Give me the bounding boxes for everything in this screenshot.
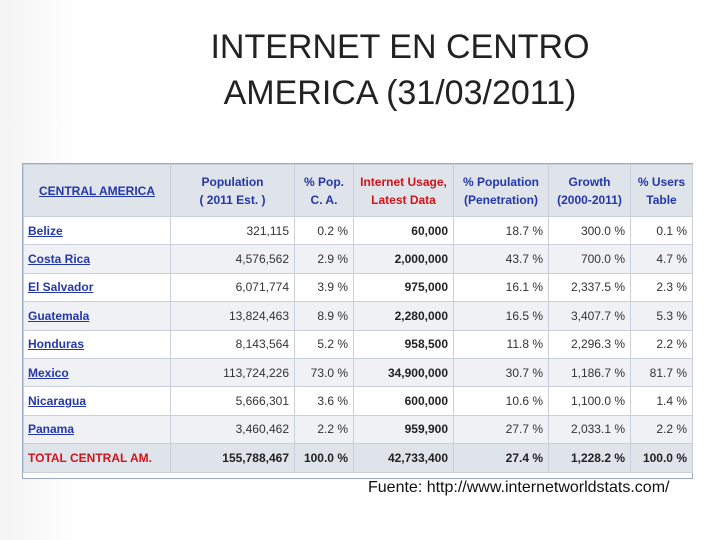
growth-cell: 700.0 % [548, 244, 631, 274]
table-row: Honduras 8,143,564 5.2 % 958,500 11.8 % … [23, 329, 693, 359]
header-pct-users: % Users Table [630, 164, 693, 217]
population-cell: 8,143,564 [170, 329, 295, 359]
total-penetration-cell: 27.4 % [453, 443, 549, 473]
growth-cell: 2,296.3 % [548, 329, 631, 359]
growth-cell: 1,186.7 % [548, 357, 631, 388]
header-internet-usage: Internet Usage, Latest Data [353, 164, 454, 217]
slide-title: INTERNET EN CENTRO AMERICA (31/03/2011) [160, 24, 640, 116]
total-label: TOTAL CENTRAL AM. [23, 443, 171, 473]
country-link[interactable]: Guatemala [23, 301, 171, 331]
internet-stats-table-container: CENTRAL AMERICA Population( 2011 Est. ) … [22, 163, 693, 479]
penetration-cell: 10.6 % [453, 386, 549, 416]
country-link[interactable]: Panama [23, 414, 171, 445]
pct-users-cell: 5.3 % [630, 301, 693, 331]
penetration-cell: 18.7 % [453, 215, 549, 246]
country-link[interactable]: Costa Rica [23, 244, 171, 274]
growth-cell: 3,407.7 % [548, 301, 631, 331]
country-link[interactable]: El Salvador [23, 272, 171, 303]
pct-users-cell: 2.2 % [630, 329, 693, 359]
header-central-america: CENTRAL AMERICA [23, 164, 171, 217]
penetration-cell: 30.7 % [453, 357, 549, 388]
table-row: Nicaragua 5,666,301 3.6 % 600,000 10.6 %… [23, 386, 693, 416]
pct-pop-cell: 2.2 % [294, 414, 354, 445]
pct-pop-cell: 0.2 % [294, 215, 354, 246]
table-row: Mexico 113,724,226 73.0 % 34,900,000 30.… [23, 357, 693, 388]
pct-users-cell: 1.4 % [630, 386, 693, 416]
total-pct-users-cell: 100.0 % [630, 443, 693, 473]
pct-users-cell: 0.1 % [630, 215, 693, 246]
table-row: Guatemala 13,824,463 8.9 % 2,280,000 16.… [23, 301, 693, 331]
penetration-cell: 11.8 % [453, 329, 549, 359]
penetration-cell: 27.7 % [453, 414, 549, 445]
header-growth: Growth (2000-2011) [548, 164, 631, 217]
header-penetration: % Population (Penetration) [453, 164, 549, 217]
title-line-1: INTERNET EN CENTRO [210, 28, 590, 66]
internet-usage-cell: 60,000 [353, 215, 454, 246]
growth-cell: 1,100.0 % [548, 386, 631, 416]
internet-stats-table: CENTRAL AMERICA Population( 2011 Est. ) … [23, 164, 693, 473]
header-pct-pop: % Pop. C. A. [294, 164, 354, 217]
table-row: Panama 3,460,462 2.2 % 959,900 27.7 % 2,… [23, 414, 693, 445]
country-link[interactable]: Honduras [23, 329, 171, 359]
pct-pop-cell: 3.9 % [294, 272, 354, 303]
growth-cell: 300.0 % [548, 215, 631, 246]
pct-pop-cell: 73.0 % [294, 357, 354, 388]
penetration-cell: 43.7 % [453, 244, 549, 274]
internet-usage-cell: 959,900 [353, 414, 454, 445]
table-row: Costa Rica 4,576,562 2.9 % 2,000,000 43.… [23, 244, 693, 274]
internet-usage-cell: 958,500 [353, 329, 454, 359]
pct-pop-cell: 5.2 % [294, 329, 354, 359]
population-cell: 5,666,301 [170, 386, 295, 416]
pct-users-cell: 2.2 % [630, 414, 693, 445]
population-cell: 13,824,463 [170, 301, 295, 331]
table-header-row: CENTRAL AMERICA Population( 2011 Est. ) … [23, 164, 693, 217]
table-row: Belize 321,115 0.2 % 60,000 18.7 % 300.0… [23, 215, 693, 246]
country-link[interactable]: Nicaragua [23, 386, 171, 416]
population-cell: 321,115 [170, 215, 295, 246]
total-pct-pop-cell: 100.0 % [294, 443, 354, 473]
population-cell: 3,460,462 [170, 414, 295, 445]
pct-users-cell: 2.3 % [630, 272, 693, 303]
internet-usage-cell: 2,000,000 [353, 244, 454, 274]
population-cell: 113,724,226 [170, 357, 295, 388]
internet-usage-cell: 34,900,000 [353, 357, 454, 388]
total-internet-usage-cell: 42,733,400 [353, 443, 454, 473]
table-total-row: TOTAL CENTRAL AM. 155,788,467 100.0 % 42… [23, 443, 693, 473]
penetration-cell: 16.1 % [453, 272, 549, 303]
penetration-cell: 16.5 % [453, 301, 549, 331]
source-caption: Fuente: http://www.internetworldstats.co… [368, 479, 670, 496]
pct-pop-cell: 3.6 % [294, 386, 354, 416]
population-cell: 6,071,774 [170, 272, 295, 303]
internet-usage-cell: 600,000 [353, 386, 454, 416]
total-population-cell: 155,788,467 [170, 443, 295, 473]
pct-pop-cell: 2.9 % [294, 244, 354, 274]
internet-usage-cell: 2,280,000 [353, 301, 454, 331]
title-line-2: AMERICA (31/03/2011) [223, 74, 577, 112]
table-row: El Salvador 6,071,774 3.9 % 975,000 16.1… [23, 272, 693, 303]
country-link[interactable]: Belize [23, 215, 171, 246]
growth-cell: 2,337.5 % [548, 272, 631, 303]
internet-usage-cell: 975,000 [353, 272, 454, 303]
growth-cell: 2,033.1 % [548, 414, 631, 445]
total-growth-cell: 1,228.2 % [548, 443, 631, 473]
pct-users-cell: 4.7 % [630, 244, 693, 274]
pct-users-cell: 81.7 % [630, 357, 693, 388]
population-cell: 4,576,562 [170, 244, 295, 274]
header-population: Population( 2011 Est. ) [170, 164, 295, 217]
pct-pop-cell: 8.9 % [294, 301, 354, 331]
country-link[interactable]: Mexico [23, 357, 171, 388]
